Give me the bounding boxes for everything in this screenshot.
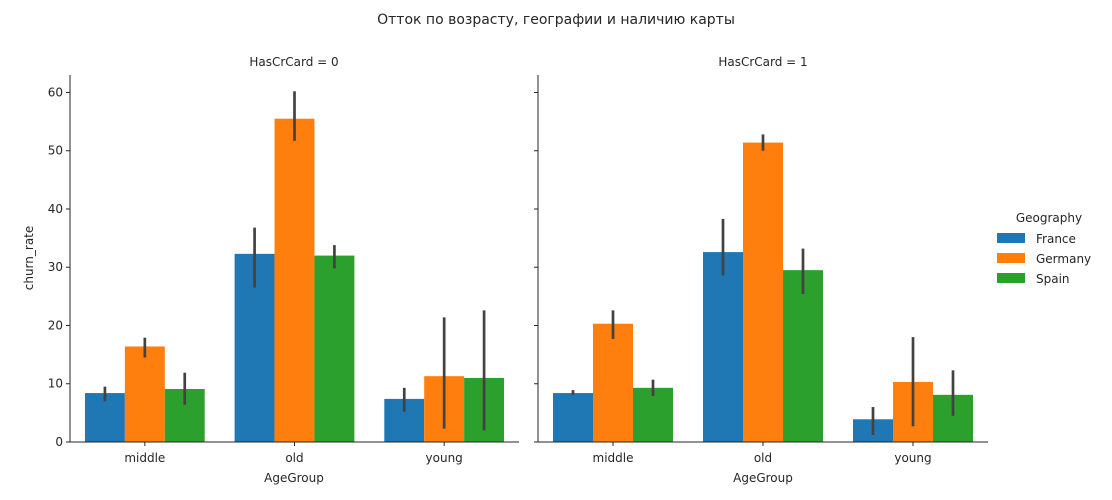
x-tick-label-old: old: [285, 451, 303, 465]
y-tick-label: 10: [48, 377, 63, 391]
legend-swatch-spain: [997, 273, 1025, 283]
y-tick-label: 20: [48, 318, 63, 332]
legend-swatch-germany: [997, 253, 1025, 263]
y-tick-label: 40: [48, 202, 63, 216]
x-tick-label-young: young: [426, 451, 463, 465]
x-axis-label: AgeGroup: [264, 471, 324, 485]
legend-label-germany: Germany: [1036, 252, 1091, 266]
legend-label-spain: Spain: [1036, 272, 1070, 286]
bars: [84, 91, 505, 442]
y-tick-label: 30: [48, 260, 63, 274]
x-tick-label-middle: middle: [124, 451, 165, 465]
x-tick-label-old: old: [754, 451, 772, 465]
bar-old-spain: [783, 270, 823, 442]
legend-label-france: France: [1036, 232, 1076, 246]
y-axis-label: churn_rate: [22, 226, 36, 291]
bar-middle-germany: [593, 323, 633, 442]
legend-entry-germany: Germany: [997, 252, 1091, 266]
legend-entry-spain: Spain: [997, 272, 1070, 286]
x-axis-label: AgeGroup: [733, 471, 793, 485]
bar-middle-france: [553, 393, 593, 442]
bar-old-spain: [314, 255, 355, 442]
bar-middle-germany: [124, 346, 165, 442]
x-tick-label-young: young: [894, 451, 931, 465]
bar-old-france: [703, 252, 743, 442]
figure-title: Отток по возрасту, географии и наличию к…: [377, 12, 735, 28]
bars: [553, 134, 973, 443]
legend-entry-france: France: [997, 232, 1076, 246]
bar-middle-spain: [633, 387, 673, 442]
legend-title: Geography: [1016, 211, 1082, 225]
y-tick-label: 50: [48, 144, 63, 158]
y-tick-label: 0: [55, 435, 63, 449]
facet-title: HasCrCard = 0: [249, 55, 338, 69]
bar-old-germany: [274, 118, 315, 442]
legend: Geography France Germany Spain: [997, 211, 1091, 286]
x-tick-label-middle: middle: [593, 451, 634, 465]
facet-hascrcard-0: HasCrCard = 0 churn_rate AgeGroup 0 10 20 3…: [22, 55, 519, 485]
y-tick-label: 60: [48, 85, 63, 99]
facet-hascrcard-1: HasCrCard = 1 AgeGroup middle old young: [534, 55, 988, 485]
bar-old-germany: [743, 142, 783, 443]
legend-swatch-france: [997, 233, 1025, 243]
facet-title: HasCrCard = 1: [718, 55, 807, 69]
